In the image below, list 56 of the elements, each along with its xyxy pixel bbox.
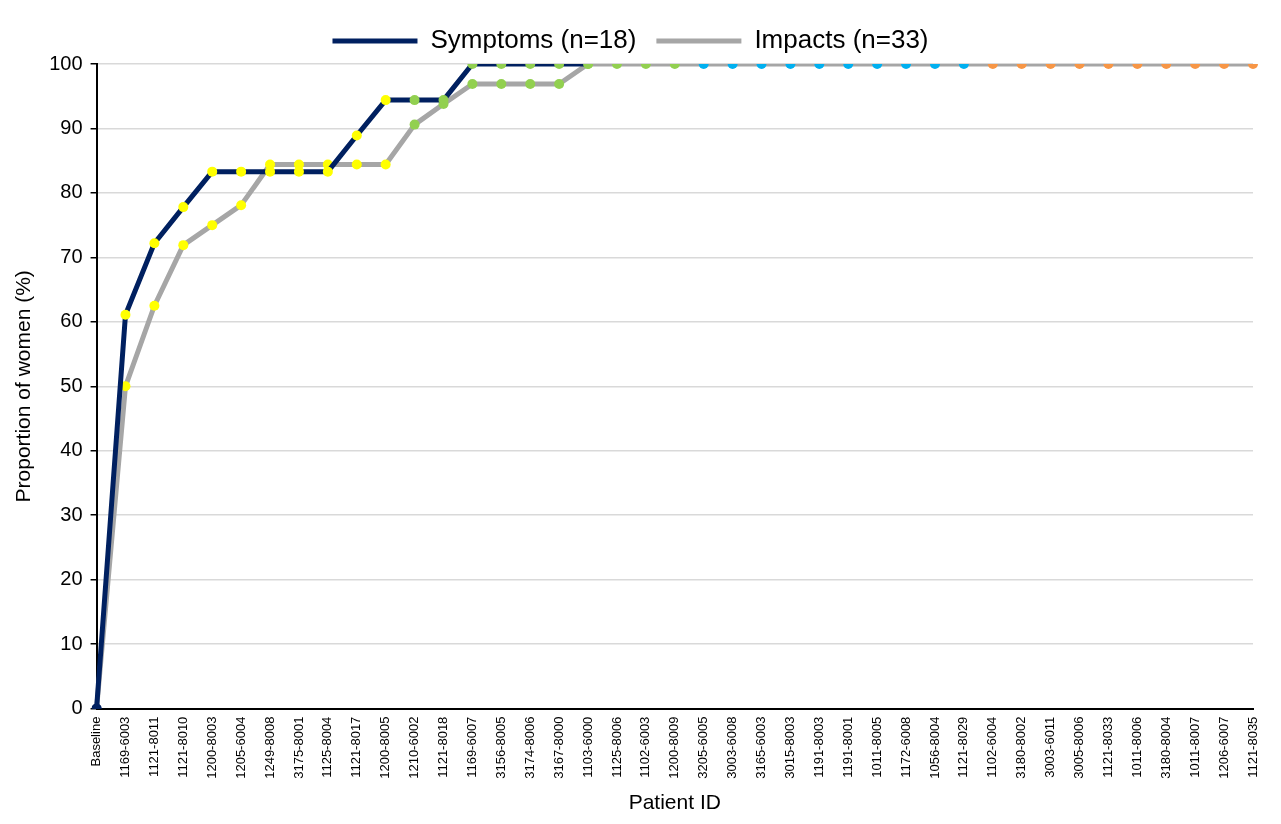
x-tick-label: 1205-6004 — [232, 716, 248, 779]
x-tick-label: 1249-8008 — [261, 716, 277, 779]
y-tick-label: 20 — [60, 567, 83, 590]
x-tick-label: 1169-6003 — [117, 716, 133, 778]
x-tick-label: 1056-8004 — [926, 716, 942, 779]
x-tick-label: 1191-8001 — [839, 716, 855, 778]
x-tick-label: 1011-8007 — [1186, 716, 1202, 778]
y-tick-label: 0 — [71, 696, 83, 719]
x-tick-label: 1125-8006 — [608, 716, 624, 778]
x-tick-label: 1200-8003 — [203, 716, 219, 779]
y-axis-title: Proportion of women (%) — [11, 270, 35, 503]
x-tick-label: 1200-8009 — [666, 716, 682, 779]
y-tick-label: 50 — [60, 373, 83, 396]
x-tick-label: 1011-8005 — [868, 716, 884, 778]
x-tick-label: 1102-6004 — [984, 716, 1000, 778]
x-tick-label: 1200-8005 — [377, 716, 393, 779]
x-tick-label: 1210-6002 — [406, 716, 422, 779]
x-tick-label: 3175-8001 — [290, 716, 306, 779]
legend-label: Impacts (n=33) — [754, 24, 929, 55]
x-tick-label: 1103-6000 — [579, 716, 595, 778]
y-tick-label: 70 — [60, 244, 83, 267]
x-tick-label: 3003-6008 — [724, 716, 740, 779]
x-tick-label: 3180-8002 — [1013, 716, 1029, 779]
x-tick-label: 1125-8004 — [319, 716, 335, 778]
x-tick-label: 1169-6007 — [463, 716, 479, 778]
y-tick-label: 100 — [49, 51, 83, 74]
x-axis-title: Patient ID — [628, 790, 721, 814]
x-tick-label: 1121-8017 — [348, 716, 364, 778]
x-tick-label: 3174-8006 — [521, 716, 537, 779]
y-tick-label: 90 — [60, 115, 83, 138]
x-tick-label: 1121-8035 — [1244, 716, 1260, 778]
x-tick-label: 3167-8000 — [550, 716, 566, 779]
x-tick-label: 1011-8006 — [1128, 716, 1144, 778]
legend-label: Symptoms (n=18) — [430, 24, 637, 55]
y-tick-label: 60 — [60, 309, 83, 332]
x-tick-label: 1121-8018 — [435, 716, 451, 778]
x-tick-label: 3015-8003 — [782, 716, 798, 779]
x-tick-label: 3165-6003 — [753, 716, 769, 779]
x-tick-label: 1191-8003 — [810, 716, 826, 778]
y-tick-label: 30 — [60, 502, 83, 525]
x-tick-label: 1121-8033 — [1100, 716, 1116, 778]
x-tick-label: 1102-6003 — [637, 716, 653, 778]
x-tick-label: 1121-8029 — [955, 716, 971, 778]
x-tick-label: 1121-8011 — [145, 716, 161, 777]
x-tick-label: 3205-6005 — [695, 716, 711, 779]
x-tick-label: 1172-6008 — [897, 716, 913, 778]
x-tick-label: 3003-6011 — [1042, 716, 1058, 778]
x-tick-label: 3156-8005 — [492, 716, 508, 779]
x-tick-label: 1206-6007 — [1215, 716, 1231, 779]
y-tick-label: 80 — [60, 180, 83, 203]
x-tick-label: 1121-8010 — [174, 716, 190, 778]
x-tick-label: 3005-8006 — [1071, 716, 1087, 779]
x-tick-label: 3180-8004 — [1157, 716, 1173, 779]
y-tick-label: 40 — [60, 438, 83, 461]
y-tick-label: 10 — [60, 631, 83, 654]
x-tick-label: Baseline — [88, 716, 104, 767]
